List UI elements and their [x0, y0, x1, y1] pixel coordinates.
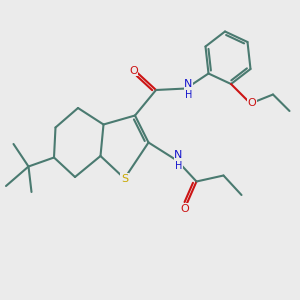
Text: H: H: [175, 161, 182, 171]
Text: S: S: [121, 173, 128, 184]
Text: O: O: [180, 203, 189, 214]
Text: O: O: [129, 65, 138, 76]
Text: O: O: [248, 98, 256, 109]
Text: N: N: [184, 79, 193, 89]
Text: H: H: [185, 89, 192, 100]
Text: N: N: [174, 150, 183, 160]
